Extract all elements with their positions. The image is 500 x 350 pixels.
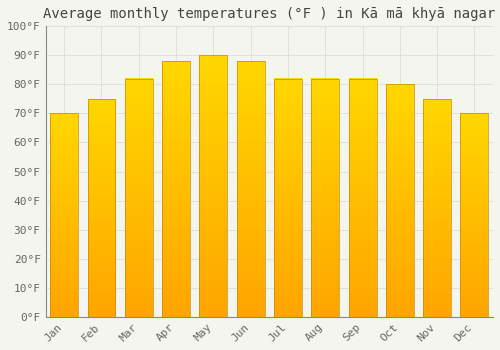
- Bar: [162, 61, 190, 317]
- Title: Average monthly temperatures (°F ) in Kā mā khyā nagar: Average monthly temperatures (°F ) in Kā…: [43, 7, 496, 21]
- Bar: [125, 78, 153, 317]
- Bar: [200, 55, 228, 317]
- Bar: [274, 78, 302, 317]
- Bar: [386, 84, 414, 317]
- Bar: [236, 61, 264, 317]
- Bar: [348, 78, 376, 317]
- Bar: [460, 113, 488, 317]
- Bar: [50, 113, 78, 317]
- Bar: [423, 99, 451, 317]
- Bar: [88, 99, 116, 317]
- Bar: [312, 78, 339, 317]
